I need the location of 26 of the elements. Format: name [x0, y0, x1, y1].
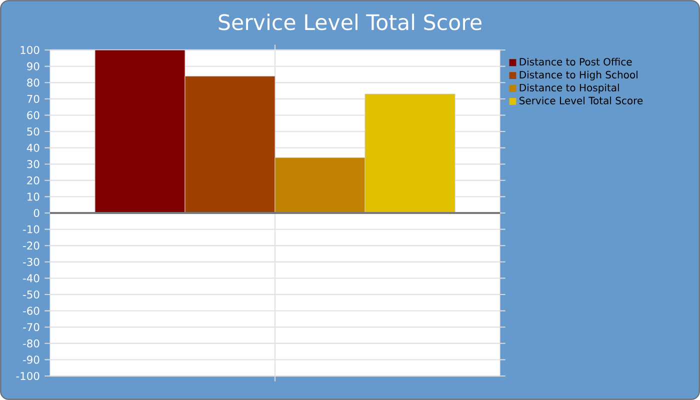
legend-label: Distance to Post Office [520, 58, 632, 66]
legend-label: Distance to High School [520, 70, 638, 80]
y-tick-label: -100 [16, 372, 40, 380]
y-tick-label: -50 [23, 290, 40, 299]
y-tick-label: -70 [23, 323, 40, 332]
y-tick-label: 80 [27, 78, 40, 87]
y-tick-label: 40 [26, 144, 40, 152]
legend-label: Service Level Total Score [520, 96, 643, 104]
y-tick-label: 90 [27, 62, 40, 70]
y-tick-label: 60 [27, 111, 40, 120]
y-tick-label: 50 [27, 127, 40, 136]
y-tick-label: 100 [20, 46, 40, 54]
legend-label: Distance to Hospital [520, 84, 619, 94]
y-tick-label: -40 [23, 274, 40, 282]
y-tick-label: 30 [27, 160, 40, 168]
chart-title: Service Level Total Score [218, 14, 482, 30]
y-tick-label: -30 [23, 258, 40, 266]
y-tick-label: -60 [23, 306, 40, 315]
y-tick-label: -10 [23, 225, 40, 234]
y-tick-label: -20 [23, 242, 40, 250]
y-tick-label: 70 [27, 94, 40, 103]
y-tick-label: -90 [23, 356, 40, 364]
y-tick-label: -80 [23, 339, 40, 348]
y-tick-label: 0 [34, 208, 40, 218]
y-tick-label: 20 [27, 176, 40, 184]
y-tick-label: 10 [28, 192, 40, 201]
